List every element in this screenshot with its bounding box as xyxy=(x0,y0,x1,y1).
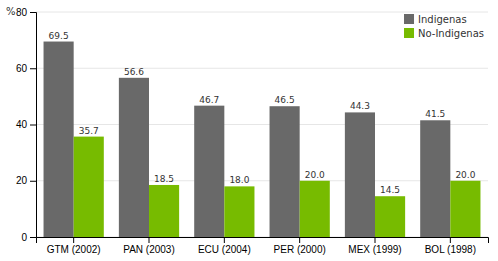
tick-label: 40 xyxy=(16,119,28,130)
data-label: 44.3 xyxy=(350,101,370,111)
grid-line xyxy=(36,68,488,69)
chart: 69.5 56.6 46.7 46.5 44.3 41.5 35.7 18.5 18.0 20.0… xyxy=(0,0,498,261)
tick-label: PER (2000) xyxy=(274,244,326,255)
data-label: 35.7 xyxy=(79,126,99,136)
data-label: 14.5 xyxy=(380,185,400,195)
tick-label: ECU (2004) xyxy=(198,244,251,255)
y-tick: 60 xyxy=(16,63,36,74)
data-label: 20.0 xyxy=(455,170,475,180)
tick-label: 0 xyxy=(21,232,27,243)
tick-label: GTM (2002) xyxy=(47,244,101,255)
bar xyxy=(420,120,450,237)
legend: Indigenas No-Indigenas xyxy=(404,14,484,39)
y-tick: 0 xyxy=(21,232,36,243)
tick-label: 80 xyxy=(16,7,28,18)
tick-mark xyxy=(30,237,36,238)
bar xyxy=(74,137,104,237)
bar-series xyxy=(44,42,451,237)
tick-label: PAN (2003) xyxy=(123,244,175,255)
bar xyxy=(44,42,74,237)
tick-mark xyxy=(30,125,36,126)
data-labels: 69.5 56.6 46.7 46.5 44.3 41.5 35.7 18.5 18.0 20.0… xyxy=(49,31,476,196)
bar xyxy=(149,185,179,237)
bar xyxy=(224,186,254,237)
y-axis: 0 20 40 60 80 xyxy=(16,7,37,243)
tick-mark xyxy=(30,181,36,182)
x-tick: ECU (2004) xyxy=(198,237,251,255)
data-label: 20.0 xyxy=(305,170,325,180)
bar xyxy=(270,106,300,237)
data-label: 41.5 xyxy=(425,109,445,119)
legend-item: No-Indigenas xyxy=(404,28,484,39)
tick-mark xyxy=(73,237,74,243)
tick-mark xyxy=(450,237,451,243)
tick-label: BOL (1998) xyxy=(425,244,476,255)
y-tick: 80 xyxy=(16,7,36,18)
legend-label: Indigenas xyxy=(418,14,467,25)
bars xyxy=(44,42,481,237)
bar-series xyxy=(74,137,481,237)
tick-label: 60 xyxy=(16,63,28,74)
tick-mark xyxy=(224,237,225,243)
legend-item: Indigenas xyxy=(404,14,467,25)
axis-domain xyxy=(37,238,489,244)
data-label: 46.5 xyxy=(275,95,295,105)
x-tick: MEX (1999) xyxy=(348,237,401,255)
bar xyxy=(194,106,224,237)
data-label: 69.5 xyxy=(49,31,69,41)
tick-mark xyxy=(30,12,36,13)
tick-mark xyxy=(30,68,36,69)
bar xyxy=(119,78,149,237)
bar xyxy=(345,112,375,237)
bar xyxy=(300,181,330,237)
bar xyxy=(450,181,480,237)
grid-line xyxy=(36,12,488,13)
grid xyxy=(36,12,488,237)
data-label: 18.0 xyxy=(229,175,249,185)
x-tick: PAN (2003) xyxy=(123,237,175,255)
data-label: 56.6 xyxy=(124,67,144,77)
tick-label: MEX (1999) xyxy=(348,244,401,255)
data-label: 18.5 xyxy=(154,174,174,184)
tick-mark xyxy=(149,237,150,243)
legend-label: No-Indigenas xyxy=(418,28,484,39)
tick-label: 20 xyxy=(16,175,28,186)
axis-domain xyxy=(30,13,37,238)
bar xyxy=(375,196,405,237)
x-axis: GTM (2002) PAN (2003) ECU (2004) PER (2000)… xyxy=(37,237,489,255)
x-tick: GTM (2002) xyxy=(47,237,101,255)
y-tick: 40 xyxy=(16,119,36,130)
y-axis-label: % xyxy=(6,6,16,17)
tick-mark xyxy=(375,237,376,243)
tick-mark xyxy=(299,237,300,243)
x-tick: BOL (1998) xyxy=(425,237,476,255)
x-tick: PER (2000) xyxy=(274,237,326,255)
plot: 69.5 56.6 46.7 46.5 44.3 41.5 35.7 18.5 18.0 20.0… xyxy=(16,7,489,255)
data-label: 46.7 xyxy=(199,95,219,105)
y-tick: 20 xyxy=(16,175,36,186)
legend-swatch xyxy=(404,28,414,38)
legend-swatch xyxy=(404,14,414,24)
